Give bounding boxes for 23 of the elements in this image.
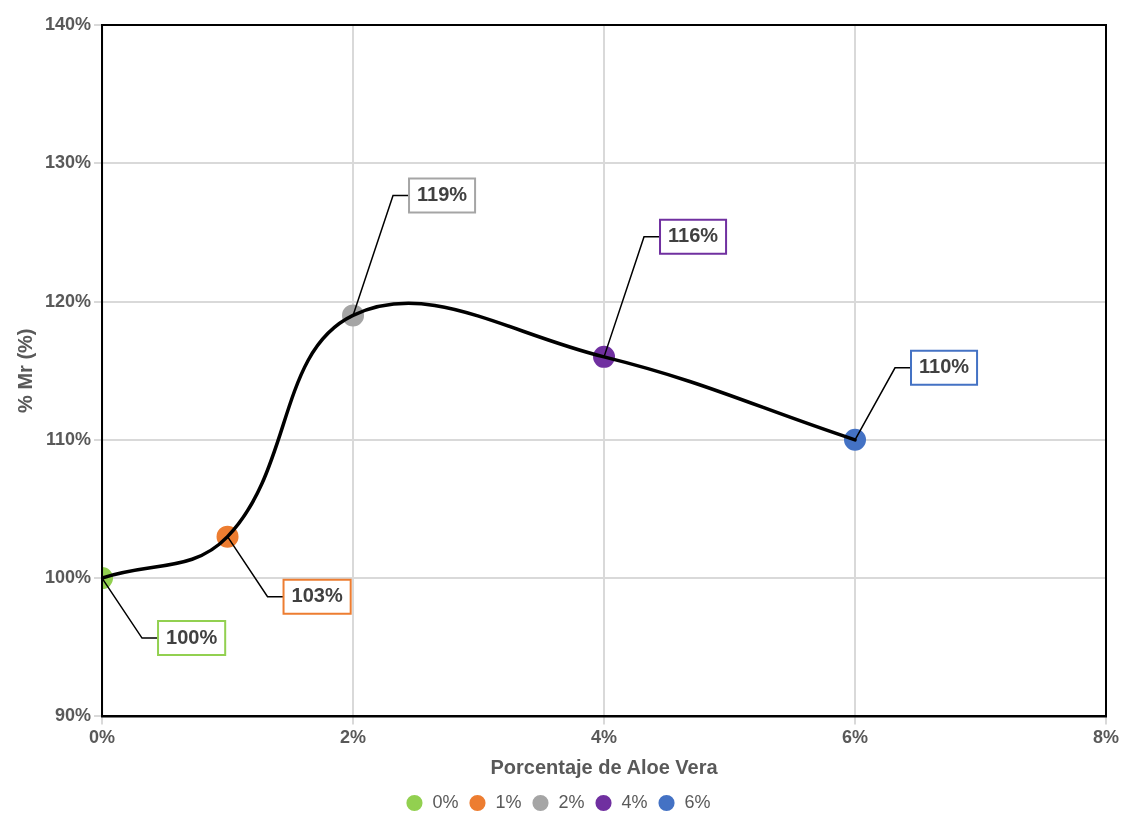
y-axis-title: % Mr (%) [13, 328, 36, 413]
x-tick-label: 0% [89, 727, 116, 748]
data-label: 103% [291, 584, 343, 607]
data-label: 116% [668, 224, 719, 247]
legend-label: 1% [495, 791, 522, 812]
data-label: 110% [919, 355, 970, 378]
data-label: 119% [417, 182, 468, 205]
y-tick-label: 110% [45, 428, 92, 449]
legend-label: 4% [621, 791, 648, 812]
y-tick-label: 90% [55, 705, 92, 726]
x-tick-label: 6% [842, 727, 869, 748]
x-axis-title: Porcentaje de Aloe Vera [490, 755, 719, 778]
y-tick-label: 100% [44, 567, 92, 588]
x-tick-label: 2% [340, 727, 367, 748]
legend-label: 2% [558, 791, 585, 812]
y-tick-label: 140% [44, 13, 92, 34]
legend-label: 6% [684, 791, 711, 812]
y-tick-label: 130% [44, 152, 92, 173]
legend-label: 0% [432, 791, 459, 812]
data-label: 100% [166, 625, 218, 648]
x-tick-label: 4% [591, 727, 618, 748]
x-tick-label: 8% [1092, 727, 1120, 748]
y-tick-label: 120% [44, 290, 92, 311]
